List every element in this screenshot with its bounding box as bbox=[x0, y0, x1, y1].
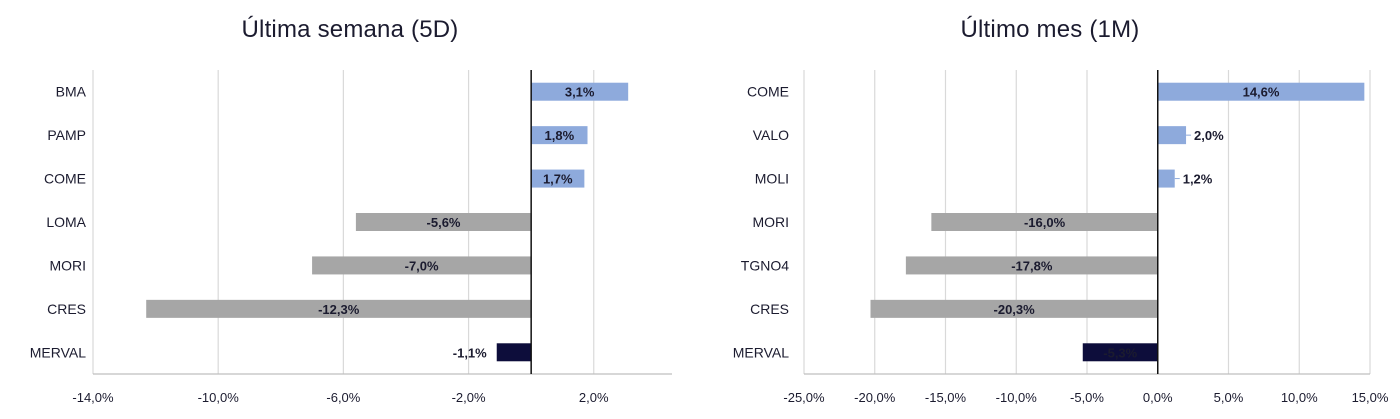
x-tick-label: -2,0% bbox=[452, 390, 486, 405]
category-label: CRES bbox=[47, 301, 86, 317]
data-label: -1,1% bbox=[453, 345, 487, 360]
x-tick-label: 15,0% bbox=[1352, 390, 1389, 405]
data-label: 2,0% bbox=[1194, 128, 1224, 143]
bar-chart-1m: -25,0% -20,0% -15,0% -10,0% -5,0% 0,0% 5,0% 10,… bbox=[733, 70, 1389, 405]
chart-title: Último mes (1M) bbox=[960, 16, 1140, 43]
bar-come bbox=[1157, 82, 1365, 101]
category-label: COME bbox=[44, 171, 86, 187]
data-label: -5,6% bbox=[427, 215, 461, 230]
chart-panel-5d: Última semana (5D) -14,0% -10,0% -6,0% -2,0… bbox=[30, 16, 672, 405]
bar-mori bbox=[312, 256, 532, 275]
data-label: 3,1% bbox=[565, 85, 595, 100]
x-tick-label: 2,0% bbox=[579, 390, 609, 405]
bar-loma bbox=[355, 213, 532, 231]
data-label: -17,8% bbox=[1011, 258, 1053, 273]
category-label: LOMA bbox=[46, 214, 86, 230]
data-label: 1,8% bbox=[545, 128, 575, 143]
category-label: BMA bbox=[56, 84, 87, 100]
data-label: 1,7% bbox=[543, 172, 573, 187]
data-label: -20,3% bbox=[994, 302, 1036, 317]
x-tick-label: -20,0% bbox=[854, 390, 896, 405]
bar-merval bbox=[1082, 343, 1158, 362]
category-label: VALO bbox=[753, 127, 789, 143]
category-label: MOLI bbox=[755, 171, 789, 187]
bar-merval bbox=[496, 343, 532, 362]
bar-come bbox=[531, 169, 585, 188]
chart-title: Última semana (5D) bbox=[241, 16, 459, 43]
x-tick-label: -6,0% bbox=[326, 390, 360, 405]
bar-valo bbox=[1157, 126, 1187, 145]
data-label: -7,0% bbox=[405, 258, 439, 273]
data-label: 14,6% bbox=[1243, 85, 1280, 100]
x-tick-label: -5,0% bbox=[1070, 390, 1104, 405]
category-label: MERVAL bbox=[30, 344, 86, 360]
category-label: COME bbox=[747, 84, 789, 100]
x-tick-label: -15,0% bbox=[925, 390, 967, 405]
bar-cres bbox=[146, 299, 532, 318]
data-label: -12,3% bbox=[318, 302, 360, 317]
data-label: -5,3% bbox=[1103, 345, 1137, 360]
x-tick-label: 10,0% bbox=[1281, 390, 1318, 405]
bar-pamp bbox=[531, 126, 588, 145]
x-tick-label: -10,0% bbox=[996, 390, 1038, 405]
category-label: PAMP bbox=[47, 127, 86, 143]
category-label: TGNO4 bbox=[741, 257, 789, 273]
x-tick-label: 5,0% bbox=[1214, 390, 1244, 405]
bar-chart-5d: -14,0% -10,0% -6,0% -2,0% 2,0% BMA 3,1% PAMP 1,8… bbox=[30, 70, 672, 405]
bar-cres bbox=[870, 299, 1158, 318]
category-label: MERVAL bbox=[733, 344, 789, 360]
x-tick-label: -14,0% bbox=[72, 390, 114, 405]
data-label: 1,2% bbox=[1183, 172, 1213, 187]
chart-panel-1m: Último mes (1M) -25,0% -20,0% -15,0% -10,0%… bbox=[700, 0, 1400, 419]
category-label: CRES bbox=[750, 301, 789, 317]
bar-bma bbox=[531, 82, 629, 101]
category-label: MORI bbox=[752, 214, 789, 230]
x-tick-label: -10,0% bbox=[198, 390, 240, 405]
x-tick-label: -25,0% bbox=[783, 390, 825, 405]
bar-moli bbox=[1157, 169, 1175, 188]
x-tick-label: 0,0% bbox=[1143, 390, 1173, 405]
data-label: -16,0% bbox=[1024, 215, 1066, 230]
bar-tgno4 bbox=[905, 256, 1158, 275]
bar-mori bbox=[931, 213, 1158, 231]
category-label: MORI bbox=[49, 257, 86, 273]
